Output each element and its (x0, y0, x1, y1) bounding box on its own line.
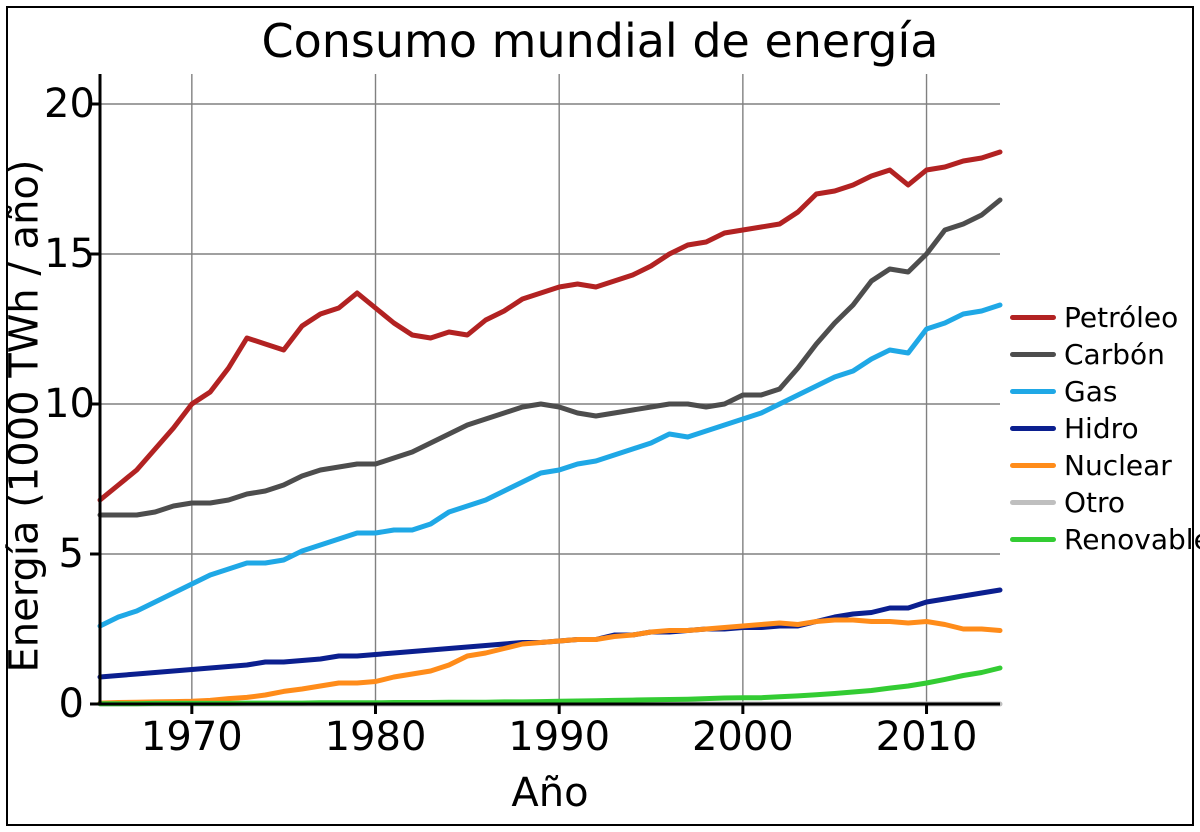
x-tick-label: 2000 (692, 714, 794, 760)
legend: PetróleoCarbónGasHidroNuclearOtroRenovab… (1010, 300, 1200, 559)
y-tick-label: 20 (44, 81, 84, 127)
series-line (100, 152, 1000, 500)
x-tick-label: 1970 (141, 714, 243, 760)
legend-label: Gas (1064, 374, 1117, 409)
legend-item: Nuclear (1010, 448, 1200, 483)
y-tick-label: 0 (44, 681, 84, 727)
legend-swatch (1010, 537, 1056, 542)
legend-swatch (1010, 500, 1056, 505)
legend-label: Hidro (1064, 411, 1139, 446)
legend-item: Carbón (1010, 337, 1200, 372)
legend-item: Gas (1010, 374, 1200, 409)
x-tick-label: 1980 (325, 714, 427, 760)
legend-label: Renovables (1064, 522, 1200, 557)
legend-label: Otro (1064, 485, 1125, 520)
x-tick-label: 2010 (876, 714, 978, 760)
legend-item: Petróleo (1010, 300, 1200, 335)
plot-svg (100, 74, 1000, 704)
legend-swatch (1010, 315, 1056, 320)
legend-label: Carbón (1064, 337, 1165, 372)
series-line (100, 590, 1000, 677)
legend-item: Renovables (1010, 522, 1200, 557)
legend-item: Otro (1010, 485, 1200, 520)
legend-swatch (1010, 426, 1056, 431)
legend-label: Petróleo (1064, 300, 1178, 335)
chart-title: Consumo mundial de energía (0, 14, 1200, 68)
y-axis-label: Energía (1000 TWh / año) (1, 159, 47, 672)
y-tick-label: 5 (44, 531, 84, 577)
legend-swatch (1010, 389, 1056, 394)
y-tick-label: 10 (44, 381, 84, 427)
legend-item: Hidro (1010, 411, 1200, 446)
y-tick-label: 15 (44, 231, 84, 277)
plot-area (100, 74, 1000, 704)
legend-swatch (1010, 463, 1056, 468)
x-tick-label: 1990 (508, 714, 610, 760)
legend-swatch (1010, 352, 1056, 357)
legend-label: Nuclear (1064, 448, 1172, 483)
y-axis-label-wrap: Energía (1000 TWh / año) (4, 0, 44, 832)
x-axis-label: Año (100, 770, 1000, 816)
